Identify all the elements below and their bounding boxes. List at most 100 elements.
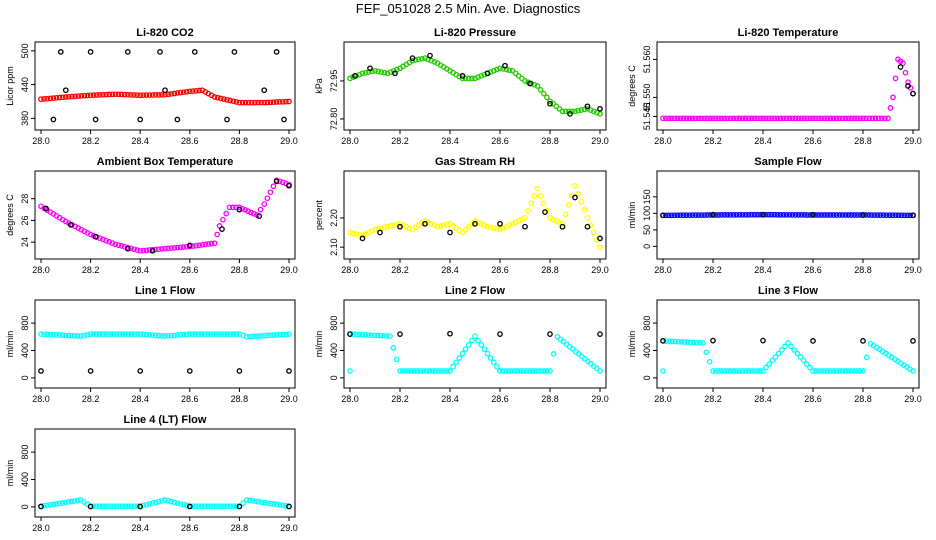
data-point [490,67,497,74]
data-point [469,220,475,227]
data-point [362,69,369,76]
data-point [280,331,286,338]
data-point [472,333,478,339]
data-point [431,59,438,65]
y-tick-label: 51.550 [642,84,652,112]
data-point [103,237,109,244]
data-point [157,49,163,55]
data-point [381,224,388,231]
data-point [159,497,165,504]
data-point [403,368,409,374]
data-point [186,88,193,95]
data-point [273,178,280,185]
data-point [778,347,785,353]
data-point [87,49,94,55]
data-point [821,368,828,374]
data-point [704,212,710,218]
data-point [674,115,681,122]
data-point [900,60,906,67]
plot-frame [343,299,607,389]
data-point [490,359,497,366]
data-point [213,503,219,510]
data-point [520,368,527,374]
data-series [352,52,603,117]
data-point [259,332,265,339]
data-point [131,246,137,253]
data-point [672,338,679,345]
data-point [514,368,521,374]
data-point [283,502,289,509]
data-point [240,500,246,506]
plot-frame [656,170,920,260]
plot-frame [343,41,607,131]
data-point [118,91,125,98]
data-point [367,65,373,72]
data-point [830,368,837,374]
data-point [774,211,781,218]
data-point [165,91,171,98]
data-series [38,331,292,340]
data-point [274,501,280,508]
data-point [134,503,141,510]
y-tick-label: 400 [642,343,652,358]
data-point [251,210,257,217]
x-tick-label: 28.8 [231,265,249,275]
data-point [414,368,421,374]
data-point [877,212,884,218]
data-point [137,503,144,510]
data-point [186,503,193,510]
data-point [724,368,731,374]
data-point [689,212,696,218]
x-tick-label: 28.4 [131,394,149,404]
data-point [183,88,190,95]
data-point [730,368,737,374]
data-point [816,212,822,218]
data-point [783,211,790,218]
data-point [542,209,548,215]
data-point [196,87,202,94]
data-point [112,241,119,248]
data-point [680,115,687,122]
data-point [180,501,187,508]
y-tick-label: 72.80 [329,108,339,131]
data-point [751,211,758,218]
data-series [38,497,292,510]
data-point [529,368,536,374]
y-tick-label: 800 [20,316,30,331]
data-point [250,333,256,340]
data-point [824,212,831,218]
data-point [745,368,752,374]
data-point [581,207,588,213]
data-point [901,212,908,219]
data-point [174,244,181,251]
data-point [663,212,669,219]
data-point [887,105,894,111]
data-point [106,239,113,245]
data-point [821,212,828,218]
data-point [223,210,230,217]
data-point [261,87,268,94]
data-point [863,212,869,218]
data-point [465,223,472,230]
data-point [686,212,693,219]
data-point [874,212,881,218]
data-point [137,92,144,99]
data-point [87,503,94,510]
data-point [216,331,222,337]
data-point [92,116,99,123]
data-point [713,115,719,122]
x-tick-label: 28.8 [231,136,249,146]
data-point [50,331,57,338]
data-point [201,331,208,337]
data-point [721,212,728,218]
data-point [143,92,150,98]
data-point [53,500,60,507]
data-point [833,212,840,218]
data-point [38,503,44,510]
data-point [827,212,834,218]
data-point [575,190,581,197]
data-point [162,497,168,503]
data-point [716,212,722,218]
data-point [171,499,178,506]
data-point [74,333,81,339]
